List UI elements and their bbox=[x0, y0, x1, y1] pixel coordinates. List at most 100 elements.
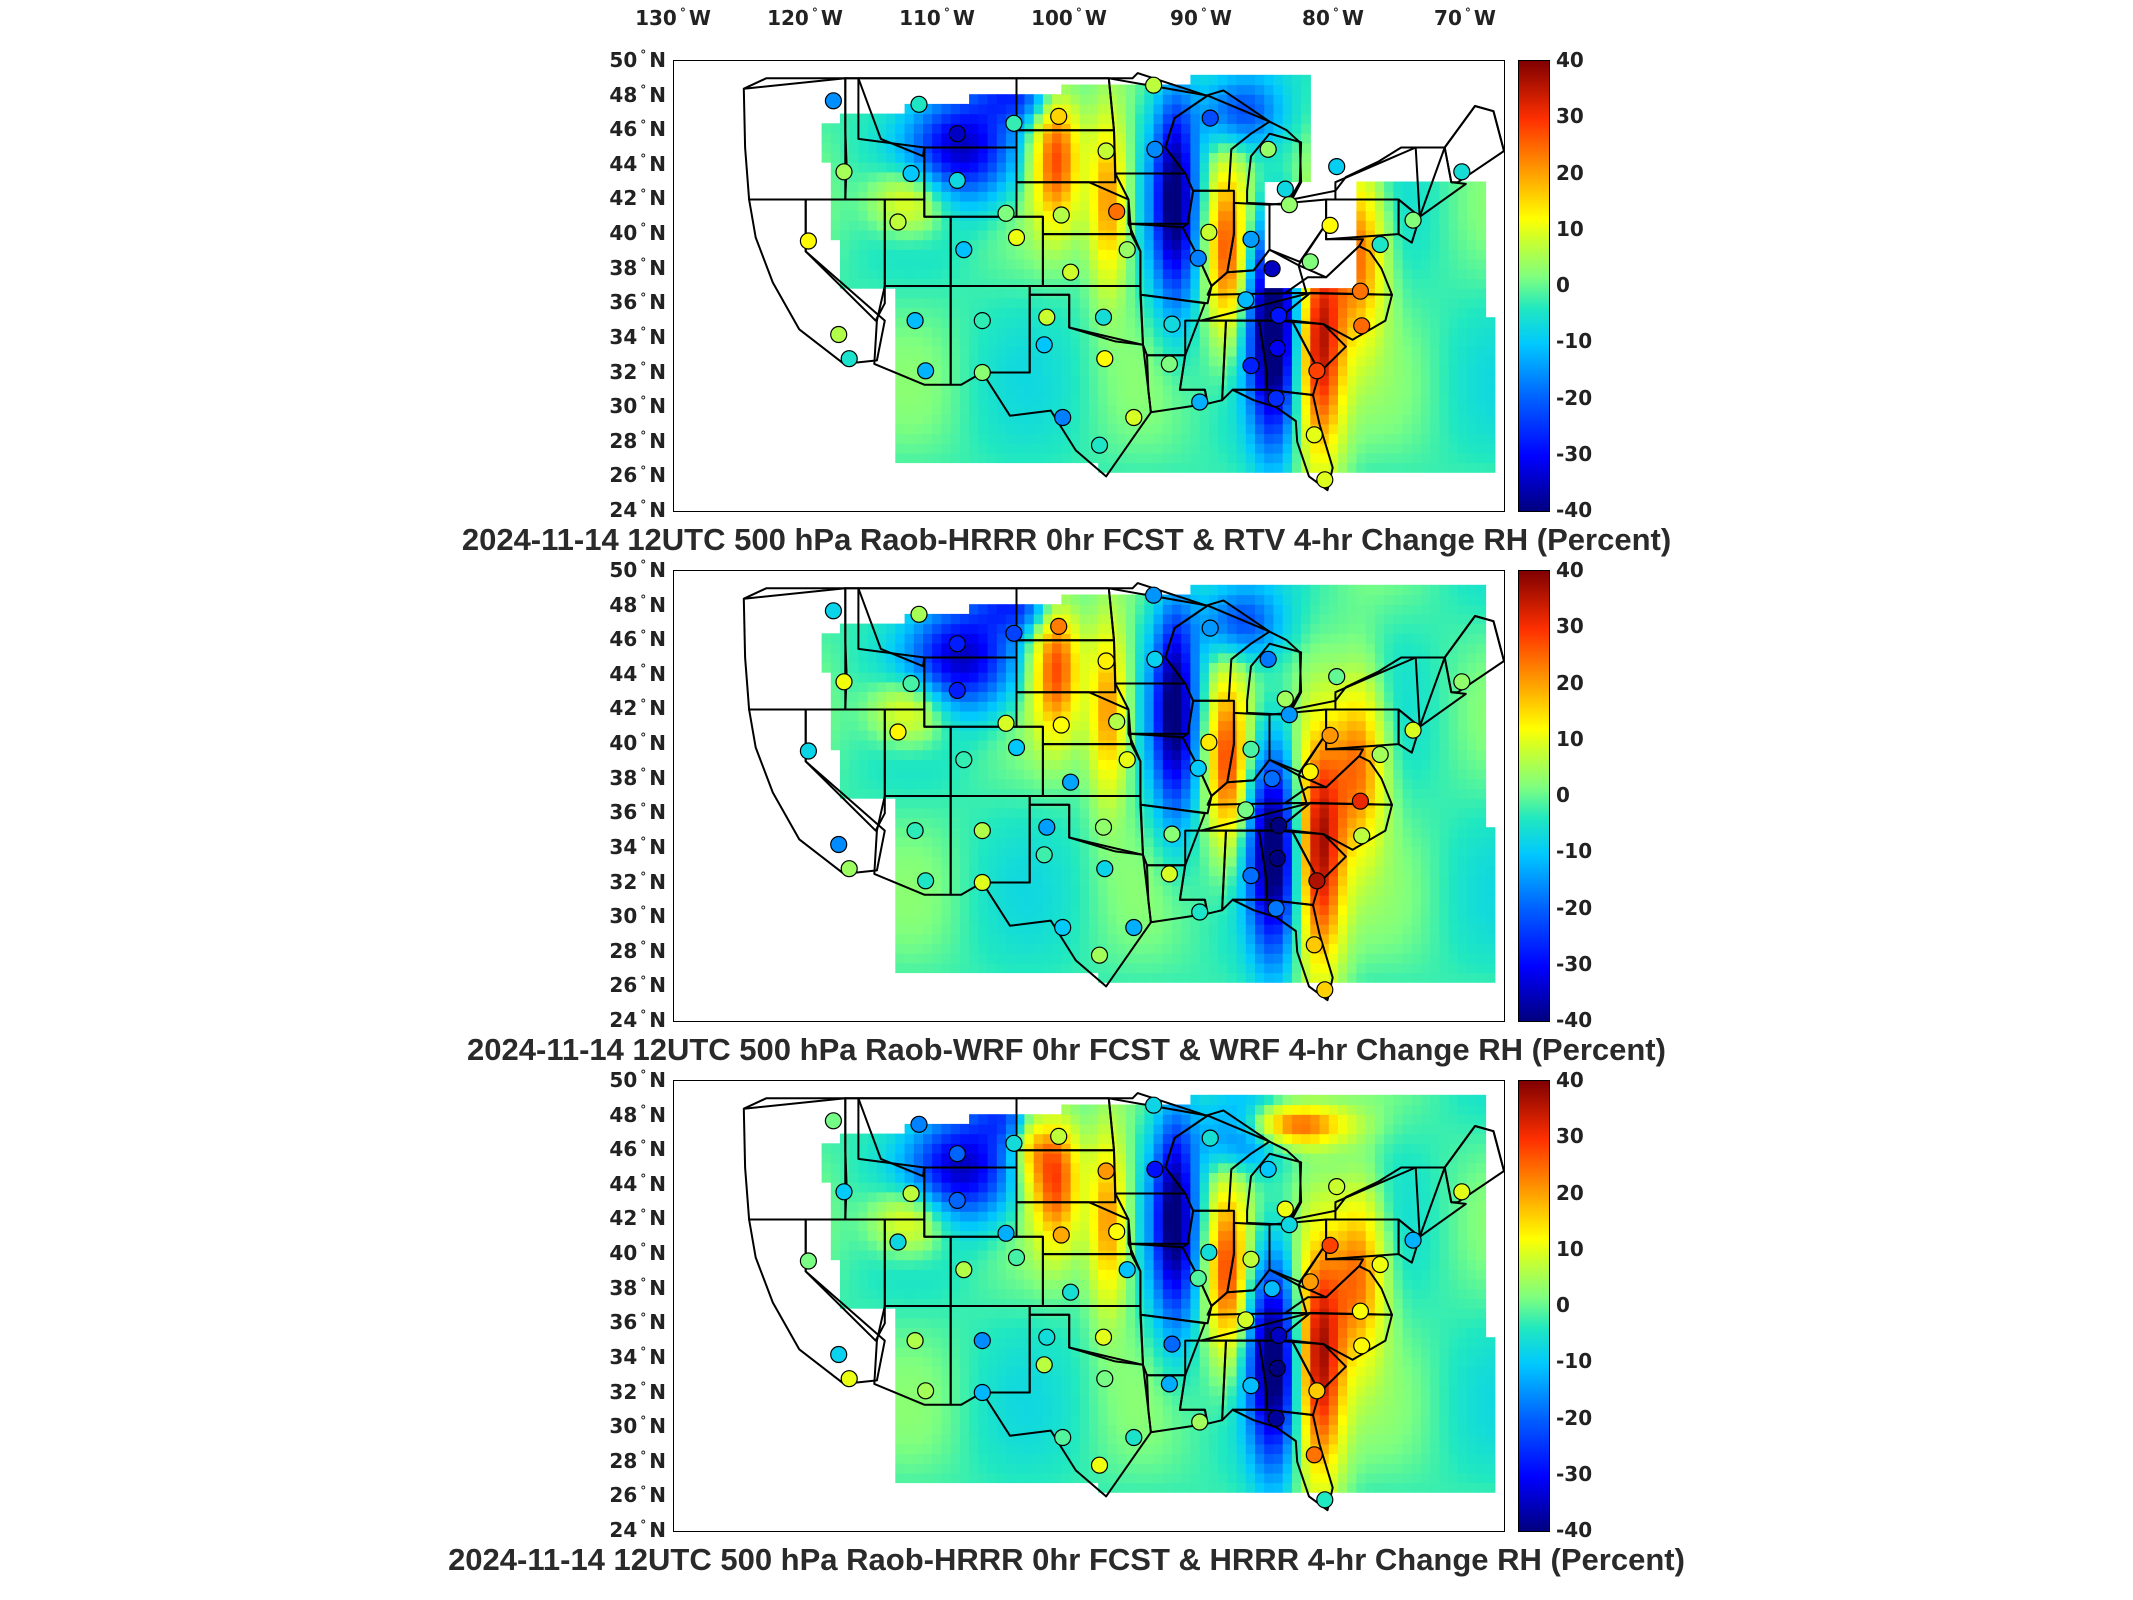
raob-site-marker bbox=[1050, 617, 1068, 636]
colorbar-tick-label: -30 bbox=[1556, 1461, 1593, 1486]
raob-site-marker bbox=[1316, 1491, 1334, 1509]
colorbar-tick-label: -20 bbox=[1556, 1405, 1593, 1430]
colorbar-tick-label: -40 bbox=[1556, 498, 1593, 522]
raob-site-marker bbox=[1280, 1216, 1298, 1234]
raob-site-marker bbox=[902, 164, 920, 183]
raob-site-marker bbox=[840, 860, 858, 878]
raob-site-marker bbox=[1005, 624, 1023, 642]
raob-site-marker bbox=[1242, 867, 1260, 885]
raob-site-marker bbox=[1242, 357, 1260, 375]
raob-site-marker bbox=[1160, 355, 1178, 373]
raob-site-marker bbox=[1321, 216, 1339, 234]
raob-site-marker bbox=[830, 835, 848, 854]
map-canvas bbox=[742, 1092, 1504, 1512]
colorbar-tick-label: -30 bbox=[1556, 441, 1593, 466]
colorbar-tick-label: 0 bbox=[1556, 1293, 1570, 1317]
raob-site-marker bbox=[889, 213, 907, 231]
raob-site-marker bbox=[1200, 223, 1218, 241]
panel-title: 2024-11-14 12UTC 500 hPa Raob-WRF 0hr FC… bbox=[467, 1032, 1666, 1067]
colorbar-tick-label: 10 bbox=[1556, 1236, 1584, 1261]
raob-site-marker bbox=[1259, 140, 1277, 158]
raob-site-marker bbox=[1189, 249, 1207, 267]
colorbar-tick-label: 0 bbox=[1556, 273, 1570, 297]
lon-label: 120 ° W bbox=[767, 6, 843, 30]
raob-site-marker bbox=[1301, 763, 1319, 781]
raob-site-marker bbox=[1453, 163, 1471, 181]
raob-site-marker bbox=[1301, 1273, 1319, 1291]
raob-site-marker bbox=[1270, 306, 1288, 324]
raob-site-marker bbox=[1268, 1359, 1287, 1377]
lat-label: 50 ° N bbox=[609, 1068, 666, 1092]
lat-label: 30 ° N bbox=[609, 1414, 666, 1439]
raob-site-marker bbox=[973, 1383, 991, 1402]
raob-site-marker bbox=[1007, 738, 1026, 757]
raob-site-marker bbox=[1108, 713, 1126, 731]
raob-site-marker bbox=[1160, 1375, 1178, 1393]
colorbar bbox=[1518, 60, 1550, 512]
raob-site-marker bbox=[1118, 1261, 1136, 1279]
lat-label: 34 ° N bbox=[609, 834, 666, 859]
raob-site-marker bbox=[1005, 1134, 1023, 1152]
lat-label: 34 ° N bbox=[609, 1344, 666, 1369]
raob-site-marker bbox=[948, 171, 966, 190]
raob-site-marker bbox=[1328, 1177, 1346, 1196]
lat-label: 26 ° N bbox=[609, 973, 666, 998]
lat-label: 38 ° N bbox=[609, 255, 666, 280]
rh-change-field bbox=[821, 1094, 1496, 1493]
colorbar-tick-label: 20 bbox=[1556, 1180, 1584, 1205]
lat-label: 38 ° N bbox=[609, 1275, 666, 1300]
raob-site-marker bbox=[1242, 230, 1260, 248]
raob-site-marker bbox=[1118, 241, 1136, 259]
lat-label: 32 ° N bbox=[609, 1379, 666, 1404]
lat-label: 44 ° N bbox=[609, 661, 666, 686]
raob-site-marker bbox=[1308, 362, 1326, 380]
raob-site-marker bbox=[1108, 1223, 1126, 1241]
map-frame bbox=[673, 1080, 1505, 1532]
lon-label: 90 ° W bbox=[1170, 6, 1232, 30]
raob-site-marker bbox=[1351, 792, 1370, 810]
lat-label: 50 ° N bbox=[609, 558, 666, 582]
lat-label: 48 ° N bbox=[609, 82, 666, 107]
raob-site-marker bbox=[1263, 260, 1281, 278]
colorbar-tick-label: -30 bbox=[1556, 951, 1593, 976]
colorbar bbox=[1518, 1080, 1550, 1532]
colorbar-tick-label: 30 bbox=[1556, 1124, 1584, 1149]
raob-site-marker bbox=[1097, 1162, 1115, 1180]
raob-site-marker bbox=[1097, 652, 1115, 670]
raob-site-marker bbox=[1191, 903, 1209, 921]
raob-site-marker bbox=[1005, 114, 1023, 132]
raob-site-marker bbox=[840, 1370, 858, 1388]
raob-site-marker bbox=[824, 92, 842, 110]
panel-title: 2024-11-14 12UTC 500 hPa Raob-HRRR 0hr F… bbox=[461, 522, 1672, 557]
colorbar-tick-label: -10 bbox=[1556, 1349, 1593, 1374]
raob-site-marker bbox=[1007, 228, 1026, 247]
lat-label: 46 ° N bbox=[609, 1137, 666, 1162]
colorbar-tick-label: 40 bbox=[1556, 1068, 1584, 1092]
map-frame bbox=[673, 570, 1505, 1022]
lat-label: 40 ° N bbox=[609, 221, 666, 246]
colorbar-tick-label: -10 bbox=[1556, 329, 1593, 354]
raob-site-marker bbox=[1054, 408, 1072, 427]
lat-label: 44 ° N bbox=[609, 1171, 666, 1196]
raob-site-marker bbox=[1242, 1377, 1260, 1395]
lat-label: 50 ° N bbox=[609, 48, 666, 72]
lat-label: 48 ° N bbox=[609, 1102, 666, 1127]
raob-site-marker bbox=[1201, 109, 1219, 127]
map-canvas bbox=[742, 582, 1504, 1002]
raob-site-marker bbox=[1146, 650, 1164, 668]
lat-label: 34 ° N bbox=[609, 324, 666, 349]
raob-site-marker bbox=[1163, 1335, 1181, 1353]
lon-label: 110 ° W bbox=[899, 6, 975, 30]
lat-label: 44 ° N bbox=[609, 151, 666, 176]
raob-site-marker bbox=[1054, 918, 1072, 937]
raob-site-marker bbox=[1189, 759, 1207, 777]
lat-label: 30 ° N bbox=[609, 394, 666, 419]
raob-site-marker bbox=[1404, 211, 1422, 229]
raob-site-marker bbox=[889, 1233, 907, 1251]
colorbar-tick-label: 20 bbox=[1556, 670, 1584, 695]
lat-label: 48 ° N bbox=[609, 592, 666, 617]
raob-site-marker bbox=[1097, 142, 1115, 160]
raob-site-marker bbox=[1094, 308, 1113, 326]
lon-label: 100 ° W bbox=[1031, 6, 1107, 30]
raob-site-marker bbox=[1371, 745, 1389, 764]
